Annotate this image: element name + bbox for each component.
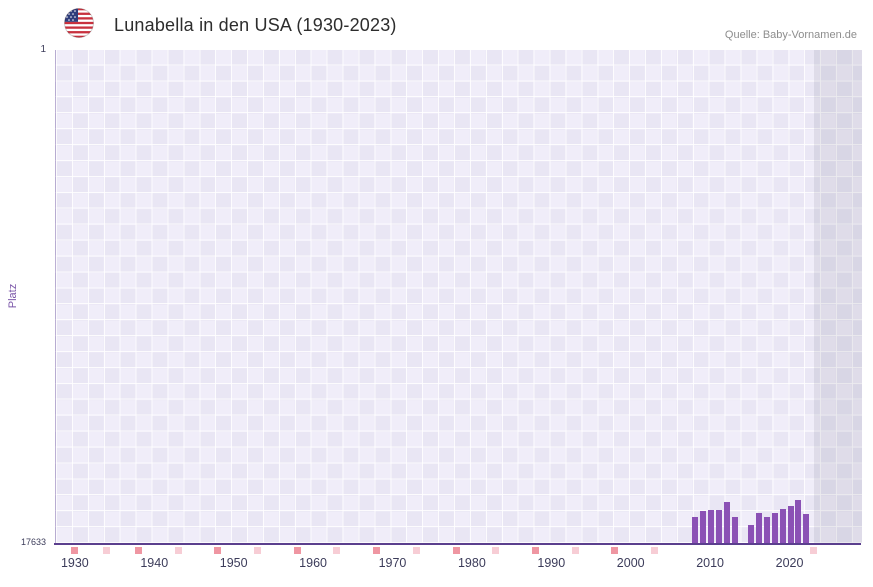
source-attribution: Quelle: Baby-Vornamen.de (724, 29, 857, 41)
rank-bar-2012[interactable] (724, 501, 730, 543)
rank-bar-2022[interactable] (803, 514, 810, 543)
rank-bar-2011[interactable] (716, 509, 723, 543)
no-data-marker-2003 (651, 547, 659, 554)
rank-bar-2013[interactable] (731, 516, 738, 543)
x-tick-label-1960: 1960 (299, 556, 327, 570)
y-axis-min-label: 17633 (20, 537, 46, 547)
x-tick-label-2010: 2010 (696, 556, 725, 570)
future-years-band (814, 50, 862, 543)
x-axis-labels: 1930 1940 1950 1960 1970 1980 1990 2000 2010 2020 (55, 556, 861, 576)
us-flag-icon (64, 8, 94, 38)
x-axis-line (54, 543, 861, 545)
no-data-marker-1930 (71, 547, 79, 554)
x-tick-label-1970: 1970 (378, 556, 407, 570)
no-data-marker-1953 (253, 547, 261, 554)
x-tick-label-1980: 1980 (457, 556, 486, 570)
no-data-marker-1948 (214, 547, 222, 554)
no-data-marker-1993 (571, 547, 579, 554)
no-data-marker-1968 (373, 547, 381, 554)
no-data-marker-1983 (492, 547, 500, 554)
x-tick-label-2020: 2020 (775, 556, 804, 570)
no-data-marker-1934 (103, 547, 111, 554)
rank-bar-2009[interactable] (700, 511, 707, 543)
x-tick-label-1950: 1950 (219, 556, 248, 570)
no-data-marker-2023 (809, 547, 817, 554)
rank-bar-2017[interactable] (763, 516, 770, 543)
y-axis-title: Platz (7, 283, 19, 309)
rank-bar-2019[interactable] (779, 508, 786, 543)
rank-bar-2021[interactable] (795, 500, 802, 543)
no-data-marker-1973 (412, 547, 420, 554)
chart-header: Lunabella in den USA (1930-2023) Quelle:… (0, 0, 873, 46)
marker-strip (55, 547, 861, 555)
no-data-marker-1938 (134, 547, 142, 554)
no-data-marker-1998 (611, 547, 619, 554)
chart-title: Lunabella in den USA (1930-2023) (114, 15, 397, 35)
rank-bar-2016[interactable] (755, 512, 762, 543)
x-tick-label-1940: 1940 (140, 556, 169, 570)
no-data-marker-1958 (293, 547, 301, 554)
rank-bar-2010[interactable] (708, 509, 715, 543)
x-tick-label-1930: 1930 (60, 556, 89, 570)
x-tick-label-2000: 2000 (616, 556, 645, 570)
rank-bar-2018[interactable] (771, 512, 778, 543)
no-data-marker-1988 (531, 547, 539, 554)
no-data-marker-1978 (452, 547, 460, 554)
rank-bar-2020[interactable] (787, 505, 794, 543)
no-data-marker-1963 (333, 547, 341, 554)
y-axis-max-label: 1 (40, 44, 46, 55)
plot-area (55, 50, 862, 543)
rank-bar-2008[interactable] (692, 516, 699, 543)
x-tick-label-1990: 1990 (537, 556, 566, 570)
no-data-marker-1943 (174, 547, 182, 554)
rank-bar-2015[interactable] (747, 525, 754, 543)
